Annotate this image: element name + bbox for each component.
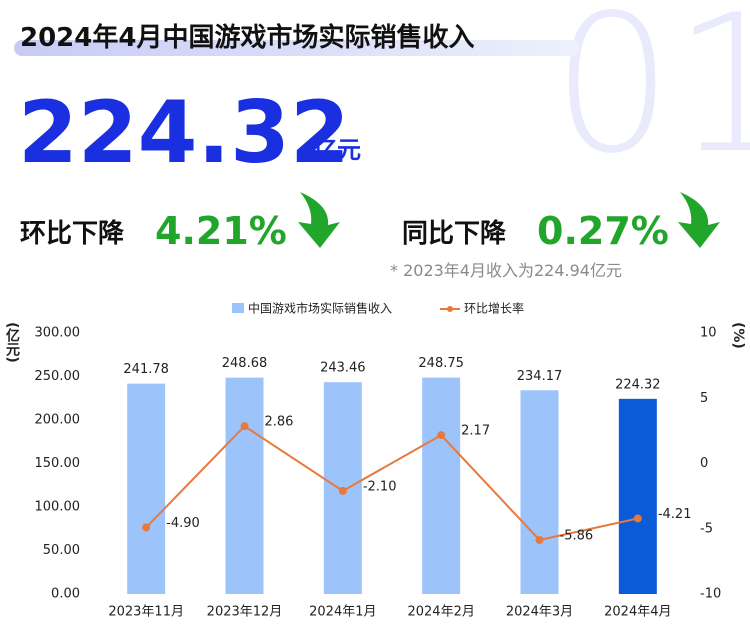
y-tick-label: 300.00	[35, 326, 81, 341]
y-tick-label: 50.00	[43, 543, 80, 558]
y-axis-label: (亿元)	[4, 322, 20, 363]
data-label: -2.10	[363, 479, 397, 494]
legend-label: 环比增长率	[464, 301, 524, 316]
data-label: 234.17	[517, 369, 563, 384]
data-label: 2.17	[461, 424, 490, 439]
y-tick-label: 150.00	[35, 456, 81, 471]
y2-tick-label: 5	[700, 391, 708, 406]
x-tick-label: 2023年12月	[207, 605, 283, 620]
data-label: 224.32	[615, 377, 661, 392]
title: 2024年4月中国游戏市场实际销售收入	[20, 22, 474, 53]
data-label: 248.75	[418, 356, 464, 371]
y2-tick-label: -10	[700, 587, 721, 602]
mom-value: 4.21%	[155, 209, 287, 253]
down-arrow	[298, 192, 340, 248]
title-highlight	[14, 40, 579, 56]
yoy-label: 同比下降	[402, 219, 507, 249]
legend-label: 中国游戏市场实际销售收入	[248, 301, 392, 316]
x-tick-label: 2024年4月	[604, 605, 671, 620]
y-tick-label: 0.00	[51, 587, 80, 602]
x-tick-label: 2024年3月	[506, 605, 573, 620]
down-arrow	[678, 192, 720, 248]
chart: (亿元) (%) 0.00 50.00 100.00 150.00 200.00 250.00…	[4, 301, 746, 620]
y2-axis-label: (%)	[730, 322, 746, 349]
line-point	[240, 422, 249, 431]
big-number: 224.32	[18, 83, 350, 183]
unit: 亿元	[313, 136, 361, 164]
line-point	[633, 514, 642, 523]
y-tick-label: 250.00	[35, 369, 81, 384]
yoy-value: 0.27%	[537, 209, 669, 253]
y2-tick-label: -5	[700, 521, 713, 536]
x-tick-label: 2024年1月	[309, 605, 376, 620]
y2-tick-label: 0	[700, 456, 708, 471]
data-label: 2.86	[265, 415, 294, 430]
line-point	[535, 535, 544, 544]
y-tick-label: 200.00	[35, 413, 81, 428]
data-label: 241.78	[123, 362, 169, 377]
y2-tick-label: 10	[700, 326, 717, 341]
y-tick-label: 100.00	[35, 500, 81, 515]
line-point	[142, 523, 151, 532]
bar	[225, 377, 264, 594]
x-tick-label: 2024年2月	[407, 605, 474, 620]
bar	[520, 390, 559, 594]
bar	[422, 377, 461, 594]
x-tick-label: 2023年11月	[108, 605, 184, 620]
watermark: 01	[552, 0, 750, 195]
legend-swatch	[232, 303, 244, 313]
bar	[618, 398, 657, 594]
line-point	[338, 486, 347, 495]
mom-label: 环比下降	[20, 219, 125, 249]
data-label: -4.90	[166, 516, 200, 531]
data-label: 248.68	[222, 356, 268, 371]
data-label: -4.21	[658, 507, 692, 522]
legend-swatch	[447, 306, 453, 312]
data-label: 243.46	[320, 361, 366, 376]
line	[145, 424, 639, 542]
bar	[127, 383, 166, 594]
note: * 2023年4月收入为224.94亿元	[390, 261, 622, 280]
line-point	[437, 431, 446, 440]
data-label: -5.86	[560, 528, 594, 543]
